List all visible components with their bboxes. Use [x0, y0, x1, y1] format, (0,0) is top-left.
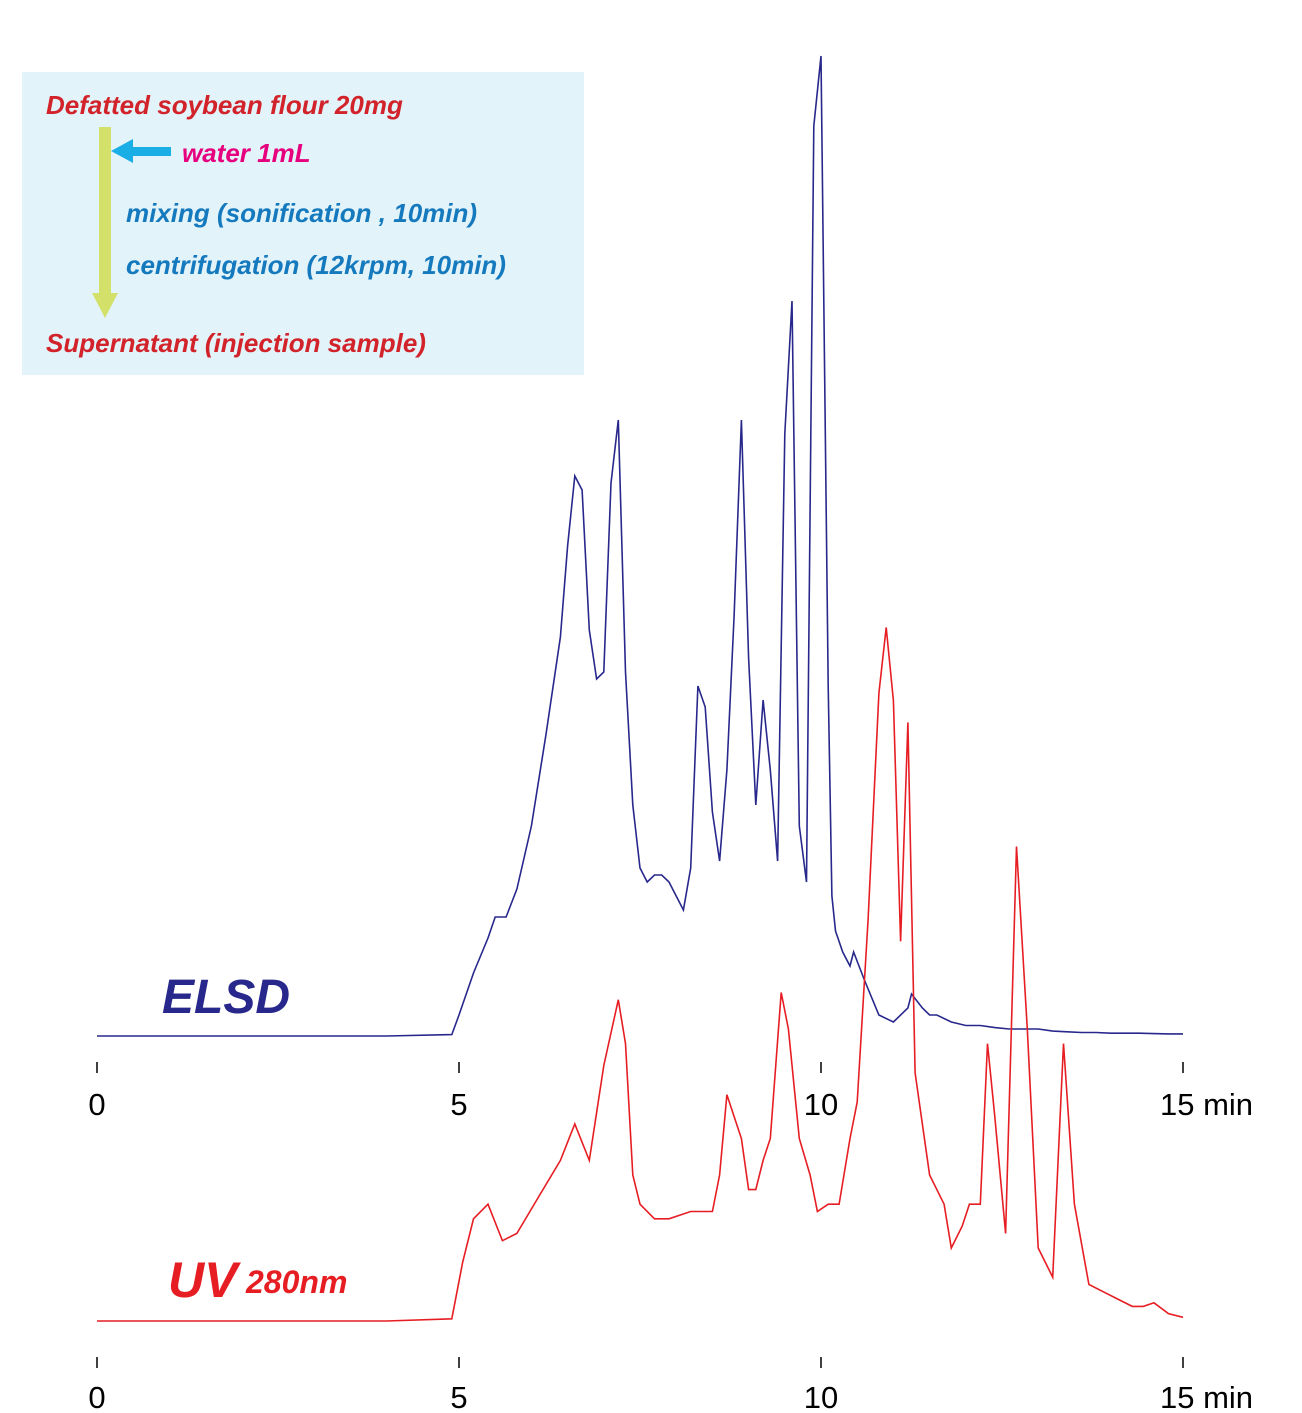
elsd-x-axis: 0 5 10 15 min — [88, 1062, 1253, 1122]
uv-tick-label-5: 5 — [450, 1380, 467, 1413]
uv-trace-line — [97, 627, 1184, 1322]
uv-tick-label-0: 0 — [88, 1380, 105, 1413]
uv-tick-label-15: 15 min — [1160, 1380, 1253, 1413]
uv-x-axis: 0 5 10 15 min — [88, 1357, 1253, 1413]
elsd-tick-label-15: 15 min — [1160, 1087, 1253, 1122]
procedure-box-background — [22, 72, 584, 375]
procedure-add-water: water 1mL — [182, 138, 311, 168]
flow-arrow — [92, 127, 118, 318]
uv-trace-wavelength-label: 280nm — [245, 1264, 347, 1300]
procedure-box: Defatted soybean flour 20mg water 1mL mi… — [22, 72, 584, 375]
elsd-tick-label-0: 0 — [88, 1087, 105, 1122]
uv-tick-label-10: 10 — [804, 1380, 838, 1413]
water-arrow-icon — [111, 139, 171, 163]
elsd-tick-label-5: 5 — [450, 1087, 467, 1122]
procedure-start: Defatted soybean flour 20mg — [46, 90, 403, 120]
elsd-trace-label: ELSD — [162, 971, 290, 1024]
elsd-trace-line — [97, 55, 1183, 1037]
procedure-step-centrifugation: centrifugation (12krpm, 10min) — [126, 250, 506, 280]
procedure-step-mixing: mixing (sonification , 10min) — [126, 198, 477, 228]
procedure-end: Supernatant (injection sample) — [46, 328, 426, 358]
elsd-tick-label-10: 10 — [804, 1087, 838, 1122]
uv-trace-label: UV — [168, 1252, 241, 1308]
